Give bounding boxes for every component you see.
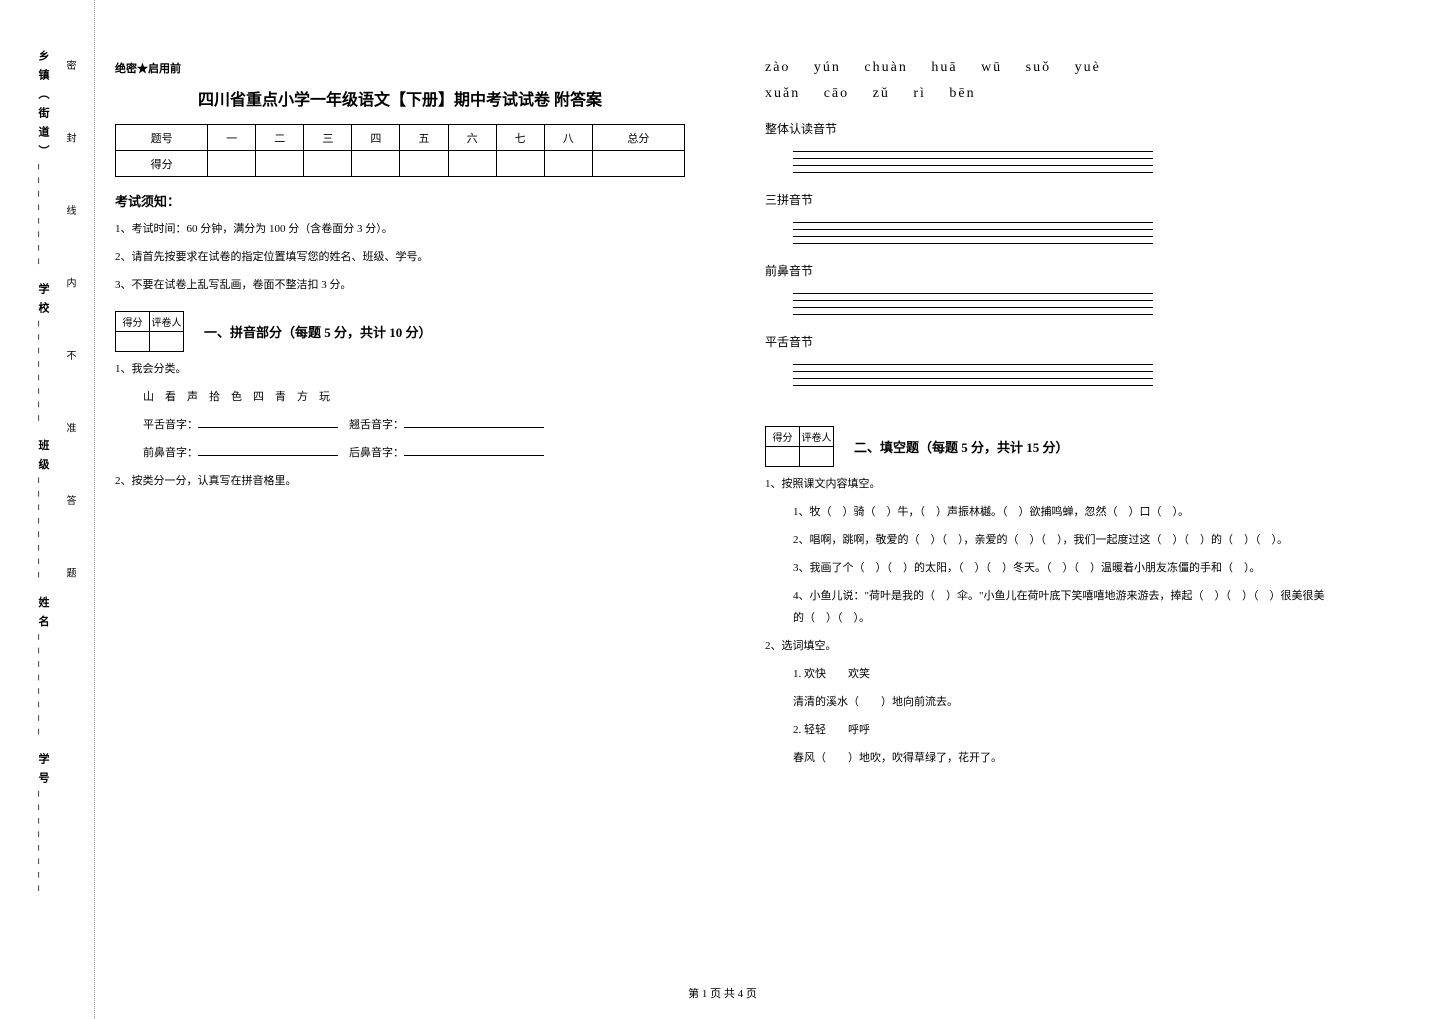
td xyxy=(400,151,448,177)
q1-line2: 前鼻音字： 后鼻音字： xyxy=(115,442,685,464)
pinyin-line1: zào yún chuàn huā wū suǒ yuè xyxy=(765,60,1335,76)
s2-q1-label: 1、按照课文内容填空。 xyxy=(765,473,1335,495)
th: 题号 xyxy=(116,125,208,151)
th: 七 xyxy=(496,125,544,151)
page-content: 绝密★启用前 四川省重点小学一年级语文【下册】期中考试试卷 附答案 题号 一 二… xyxy=(0,0,1445,775)
writelines xyxy=(793,216,1335,244)
binding-fields: 乡镇（街道）________ 学校________ 班级________ 姓名_… xyxy=(35,50,51,899)
q1-line1: 平舌音字： 翘舌音字： xyxy=(115,414,685,436)
binding-warning: 密 封 线 内 不 准 答 题 xyxy=(62,60,77,608)
th: 六 xyxy=(448,125,496,151)
s2-w2: 2. 轻轻 呼呼 xyxy=(765,719,1335,741)
rule-1: 1、考试时间：60 分钟，满分为 100 分（含卷面分 3 分）。 xyxy=(115,220,685,240)
td xyxy=(352,151,400,177)
score-header-row: 题号 一 二 三 四 五 六 七 八 总分 xyxy=(116,125,685,151)
blank xyxy=(404,416,544,428)
l2b: 后鼻音字： xyxy=(349,447,404,459)
section2-header: 得分 评卷人 二、填空题（每题 5 分，共计 15 分） xyxy=(765,426,1335,467)
rules-heading: 考试须知： xyxy=(115,191,685,210)
section2-title: 二、填空题（每题 5 分，共计 15 分） xyxy=(854,437,1069,456)
scorebox-blank xyxy=(150,332,184,352)
th: 总分 xyxy=(592,125,684,151)
exam-title: 四川省重点小学一年级语文【下册】期中考试试卷 附答案 xyxy=(115,86,685,110)
s2-s1: 清清的溪水（ ）地向前流去。 xyxy=(765,691,1335,713)
s2-l3: 3、我画了个（ ）（ ）的太阳，（ ）（ ）冬天。（ ）（ ）温暖着小朋友冻僵的… xyxy=(765,557,1335,579)
q1-chars: 山 看 声 拾 色 四 青 方 玩 xyxy=(115,386,685,408)
scorebox: 得分 评卷人 xyxy=(765,426,834,467)
group2-heading: 三拼音节 xyxy=(765,191,1335,208)
writelines xyxy=(793,358,1335,386)
writelines xyxy=(793,287,1335,315)
scorebox: 得分 评卷人 xyxy=(115,311,184,352)
right-column: zào yún chuàn huā wū suǒ yuè xuǎn cāo zǔ… xyxy=(765,60,1335,775)
s2-q2-label: 2、选词填空。 xyxy=(765,635,1335,657)
left-column: 绝密★启用前 四川省重点小学一年级语文【下册】期中考试试卷 附答案 题号 一 二… xyxy=(115,60,685,775)
td xyxy=(304,151,352,177)
th: 一 xyxy=(208,125,256,151)
s2-l1: 1、牧（ ）骑（ ）牛，（ ）声振林樾。（ ）欲捕鸣蝉，忽然（ ）口（ ）。 xyxy=(765,501,1335,523)
scorebox-c2: 评卷人 xyxy=(150,312,184,332)
section1-header: 得分 评卷人 一、拼音部分（每题 5 分，共计 10 分） xyxy=(115,311,685,352)
scorebox-blank xyxy=(800,447,834,467)
q1-label: 1、我会分类。 xyxy=(115,358,685,380)
td xyxy=(544,151,592,177)
score-value-row: 得分 xyxy=(116,151,685,177)
scorebox-c1: 得分 xyxy=(766,427,800,447)
td xyxy=(256,151,304,177)
blank xyxy=(198,444,338,456)
writelines xyxy=(793,145,1335,173)
l1b: 翘舌音字： xyxy=(349,419,404,431)
section1-title: 一、拼音部分（每题 5 分，共计 10 分） xyxy=(204,322,432,341)
td xyxy=(592,151,684,177)
th: 四 xyxy=(352,125,400,151)
td xyxy=(208,151,256,177)
page-footer: 第 1 页 共 4 页 xyxy=(0,985,1445,1001)
pinyin-line2: xuǎn cāo zǔ rì bēn xyxy=(765,86,1335,102)
group3-heading: 前鼻音节 xyxy=(765,262,1335,279)
score-table: 题号 一 二 三 四 五 六 七 八 总分 得分 xyxy=(115,124,685,177)
group4-heading: 平舌音节 xyxy=(765,333,1335,350)
scorebox-blank xyxy=(766,447,800,467)
s2-w1: 1. 欢快 欢笑 xyxy=(765,663,1335,685)
th: 五 xyxy=(400,125,448,151)
rule-2: 2、请首先按要求在试卷的指定位置填写您的姓名、班级、学号。 xyxy=(115,248,685,268)
scorebox-blank xyxy=(116,332,150,352)
rule-3: 3、不要在试卷上乱写乱画，卷面不整洁扣 3 分。 xyxy=(115,276,685,296)
s2-l4: 4、小鱼儿说："荷叶是我的（ ）伞。"小鱼儿在荷叶底下笑嘻嘻地游来游去，捧起（ … xyxy=(765,585,1335,629)
td xyxy=(448,151,496,177)
s2-s2: 春风（ ）地吹，吹得草绿了，花开了。 xyxy=(765,747,1335,769)
scorebox-c2: 评卷人 xyxy=(800,427,834,447)
td xyxy=(496,151,544,177)
q2-label: 2、按类分一分，认真写在拼音格里。 xyxy=(115,470,685,492)
td-label: 得分 xyxy=(116,151,208,177)
blank xyxy=(404,444,544,456)
secret-label: 绝密★启用前 xyxy=(115,60,685,76)
l2a: 前鼻音字： xyxy=(143,447,198,459)
th: 二 xyxy=(256,125,304,151)
th: 三 xyxy=(304,125,352,151)
th: 八 xyxy=(544,125,592,151)
s2-l2: 2、唱啊，跳啊，敬爱的（ ）（ ），亲爱的（ ）（ ），我们一起度过这（ ）（ … xyxy=(765,529,1335,551)
l1a: 平舌音字： xyxy=(143,419,198,431)
blank xyxy=(198,416,338,428)
binding-strip: 乡镇（街道）________ 学校________ 班级________ 姓名_… xyxy=(0,0,95,1019)
group1-heading: 整体认读音节 xyxy=(765,120,1335,137)
scorebox-c1: 得分 xyxy=(116,312,150,332)
